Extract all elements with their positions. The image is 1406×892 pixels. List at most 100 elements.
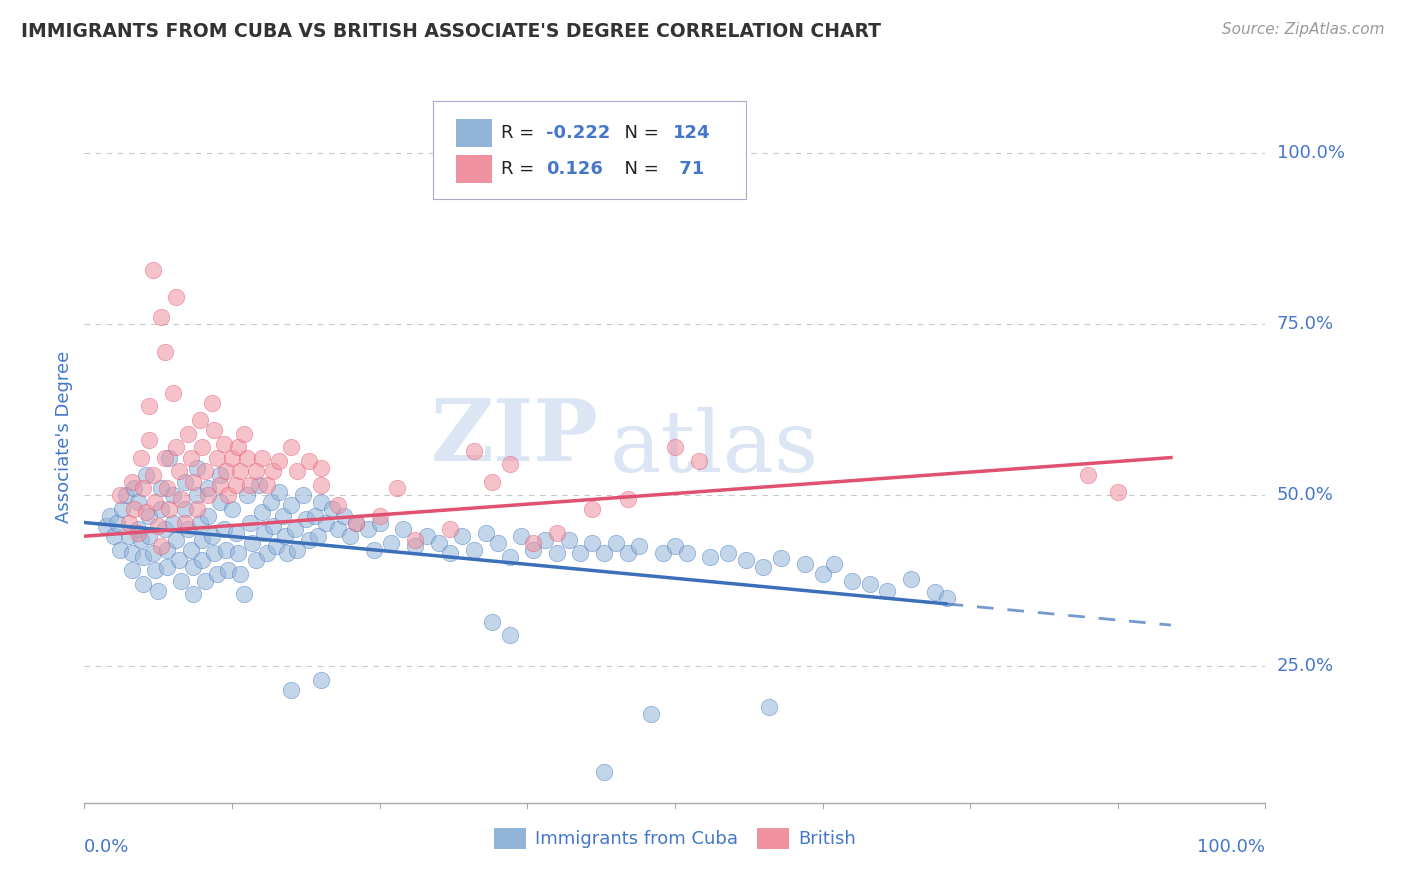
Point [108,542,131,557]
Point [156,481,179,495]
Point [392,522,415,536]
Point [276,546,298,560]
Point [239,516,262,530]
Point [153,450,176,465]
Point [236,488,259,502]
Point [221,501,243,516]
Point [522,536,544,550]
Point [628,540,651,554]
Point [664,540,686,554]
Point [416,529,439,543]
Point [181,560,204,574]
Point [167,553,190,567]
Point [226,546,249,560]
Point [157,501,180,516]
Point [481,475,503,489]
Legend: Immigrants from Cuba, British: Immigrants from Cuba, British [494,828,856,848]
Point [121,546,143,560]
Point [239,478,262,492]
Point [357,522,380,536]
Point [94,519,117,533]
Point [229,566,252,581]
Point [307,529,329,543]
Point [841,574,863,588]
Point [202,423,225,437]
Point [253,525,276,540]
Point [232,587,254,601]
Point [1107,484,1129,499]
Point [245,553,267,567]
Point [201,396,224,410]
Point [135,505,157,519]
Y-axis label: Associate's Degree: Associate's Degree [55,351,73,524]
Point [111,501,134,516]
Point [205,566,228,581]
Text: Source: ZipAtlas.com: Source: ZipAtlas.com [1222,22,1385,37]
Point [269,484,291,499]
Point [924,585,946,599]
Point [153,344,176,359]
Point [132,549,155,564]
Point [298,533,321,547]
Point [180,450,202,465]
Point [339,529,361,543]
Point [217,488,239,502]
Point [688,454,710,468]
Point [146,519,169,533]
Point [173,501,195,516]
Point [212,437,235,451]
Point [186,488,208,502]
Point [1077,467,1099,482]
Point [156,542,179,557]
Point [166,533,188,547]
FancyBboxPatch shape [457,154,492,183]
Point [191,440,214,454]
Point [215,464,238,478]
Point [150,310,173,325]
Point [122,481,145,495]
Text: 0.0%: 0.0% [84,838,129,855]
Point [186,460,208,475]
Text: atlas: atlas [610,407,820,490]
Point [298,454,321,468]
Point [344,516,367,530]
Point [363,542,385,557]
Point [498,549,520,564]
Point [309,478,332,492]
Point [404,533,426,547]
Point [194,464,217,478]
Point [209,467,232,482]
Point [811,566,834,581]
Point [699,549,721,564]
Point [132,481,155,495]
Point [129,450,152,465]
Point [225,525,247,540]
Point [107,516,129,530]
Point [935,591,957,605]
Point [138,508,160,523]
Point [146,583,169,598]
Point [122,501,145,516]
Point [256,546,278,560]
Point [121,563,143,577]
Point [387,481,409,495]
Text: N =: N = [613,124,665,142]
Point [328,522,350,536]
Point [170,491,193,506]
Point [451,529,474,543]
Point [309,673,332,687]
Point [188,413,211,427]
Point [221,450,243,465]
Point [581,536,603,550]
Point [103,529,125,543]
Point [177,426,200,441]
Point [522,542,544,557]
Point [150,540,173,554]
Point [191,553,214,567]
Point [181,475,204,489]
Point [132,577,155,591]
Point [734,553,756,567]
Text: ZIP: ZIP [430,395,598,479]
Point [156,560,179,574]
Point [463,443,485,458]
